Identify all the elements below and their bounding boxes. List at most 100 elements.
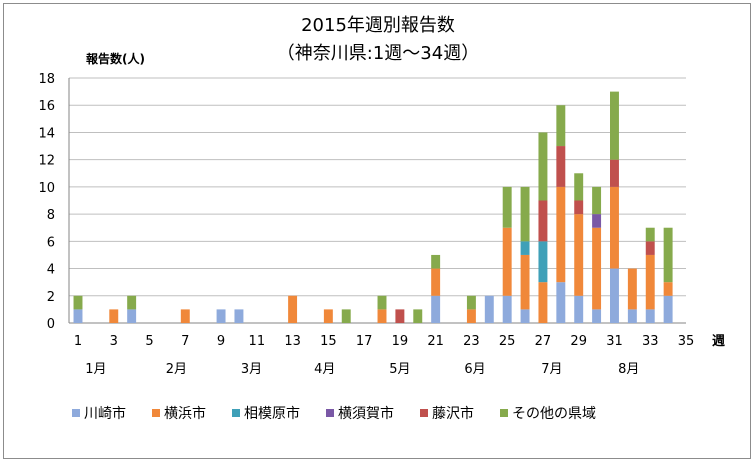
bar-segment [341,309,351,323]
bar-segment [574,173,584,201]
bar-segment [73,309,83,323]
y-tick-label: 0 [47,317,55,332]
month-label: 6月 [464,362,485,377]
bar-segment [592,227,602,310]
month-label: 8月 [618,362,639,377]
bar-segment [502,295,512,323]
legend-swatch [420,409,428,417]
bar-segment [556,282,566,323]
bar-segment [520,186,530,242]
bar-segment [663,282,673,296]
legend-swatch [500,409,508,417]
bar-segment [610,91,619,160]
x-tick-label: 3 [110,334,118,349]
bar-segment [556,105,566,147]
bar-segment [663,227,673,283]
x-tick-label: 7 [181,334,189,349]
x-tick-label: 35 [678,334,695,349]
x-tick-label: 27 [535,334,552,349]
legend-label: その他の県域 [512,406,596,422]
bar-segment [431,254,441,269]
x-tick-label: 1 [74,334,82,349]
bar-segment [466,309,476,323]
bar-segment [180,309,190,323]
month-label: 4月 [314,362,335,377]
bar-segment [592,309,602,323]
x-tick-label: 23 [463,334,480,349]
month-label: 3月 [241,362,262,377]
y-tick-label: 6 [47,235,55,250]
bar-segment [288,295,298,323]
x-tick-label: 19 [392,334,409,349]
bar-segment [377,309,387,323]
bar-segment [556,186,566,283]
chart-title: 2015年週別報告数 [301,15,455,36]
x-tick-label: 13 [284,334,301,349]
x-tick-label: 11 [249,334,266,349]
y-tick-label: 18 [38,72,55,87]
legend-swatch [232,409,240,417]
legend-item: その他の県域 [500,403,596,423]
month-label: 7月 [541,362,562,377]
bar-segment [520,241,530,255]
legend-swatch [326,409,334,417]
bar-segment [109,309,119,323]
bar-segment [574,214,584,296]
bar-segment [127,309,137,323]
y-tick-label: 10 [38,181,55,196]
bar-segment [466,295,476,310]
bar-segment [323,309,333,323]
y-tick-label: 2 [47,290,55,305]
bar-segment [413,309,423,323]
y-tick-label: 12 [38,154,55,169]
legend-label: 藤沢市 [432,406,474,422]
legend-item: 横浜市 [152,403,206,423]
x-tick-label: 29 [570,334,587,349]
bar-segment [502,186,512,228]
bar-segment [538,200,548,242]
bar-segment [502,227,512,296]
legend-item: 相模原市 [232,403,300,423]
bar-segment [645,241,655,255]
bar-segment [610,159,619,187]
x-tick-label: 31 [606,334,623,349]
bar-segment [538,282,548,323]
x-tick-label: 21 [427,334,444,349]
x-tick-label: 15 [320,334,337,349]
y-tick-label: 4 [47,263,55,278]
bar-segment [663,295,673,323]
bar-segment [574,295,584,323]
x-tick-label: 5 [145,334,153,349]
bar-segment [520,309,530,323]
bar-segment [645,254,655,310]
legend-swatch [152,409,160,417]
bar-segment [431,295,441,323]
legend-label: 横須賀市 [338,406,394,422]
bar-segment [216,309,226,323]
x-axis-label: 週 [712,334,725,349]
legend-item: 川崎市 [72,403,126,423]
bar-segment [592,186,602,215]
bar-segment [520,254,530,310]
month-label: 5月 [389,362,410,377]
bar-segment [73,295,83,310]
bar-segment [627,309,637,323]
chart-frame [3,3,751,459]
y-tick-label: 16 [38,99,55,114]
legend-label: 相模原市 [244,406,300,422]
bar-segment [484,295,494,323]
bar-segment [610,186,619,269]
x-tick-label: 9 [217,334,225,349]
bar-segment [395,309,405,323]
y-axis-label: 報告数(人) [86,52,145,66]
bar-segment [127,295,137,310]
legend-item: 横須賀市 [326,403,394,423]
x-tick-label: 17 [356,334,373,349]
bar-segment [627,268,637,310]
y-tick-label: 14 [38,126,55,141]
bar-segment [234,309,244,323]
x-tick-label: 25 [499,334,516,349]
bar-segment [538,241,548,283]
legend: 川崎市 横浜市 相模原市 横須賀市 藤沢市 その他の県域 [72,403,622,423]
